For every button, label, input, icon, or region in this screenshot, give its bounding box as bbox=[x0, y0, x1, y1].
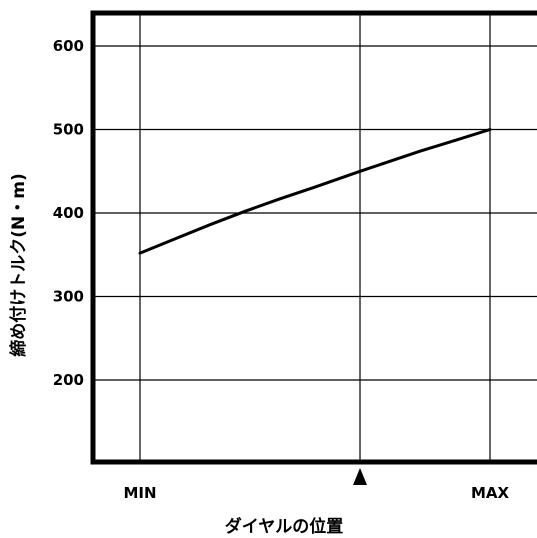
y-tick-label: 200 bbox=[53, 371, 84, 389]
y-tick-label: 500 bbox=[53, 121, 84, 139]
x-tick-label: MAX bbox=[471, 484, 510, 502]
x-axis-title: ダイヤルの位置 bbox=[225, 516, 344, 537]
series-layer bbox=[138, 128, 492, 255]
series-line bbox=[138, 128, 492, 255]
y-tick-labels: 200 300 400 500 600 bbox=[53, 37, 84, 389]
y-tick-label: 400 bbox=[53, 204, 84, 222]
plot-frame bbox=[90, 10, 537, 465]
y-tick-label: 600 bbox=[53, 37, 84, 55]
dial-position-marker-icon bbox=[353, 468, 368, 485]
y-tick-label: 300 bbox=[53, 288, 84, 306]
y-axis-title: 締め付けトルク(N・m) bbox=[8, 173, 29, 356]
marker-layer bbox=[353, 468, 368, 485]
grid-lines bbox=[93, 13, 537, 462]
x-tick-label: MIN bbox=[123, 484, 156, 502]
x-tick-labels: MIN MAX bbox=[123, 484, 509, 502]
